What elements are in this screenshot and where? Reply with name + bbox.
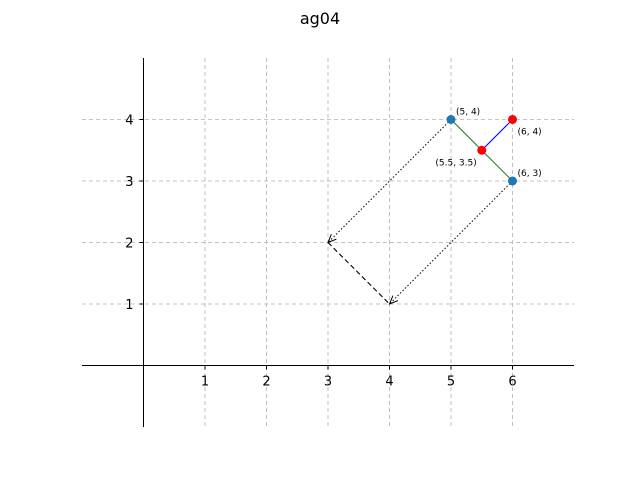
x-tick-label: 4 bbox=[385, 375, 393, 390]
data-point bbox=[446, 115, 456, 124]
segment-line bbox=[327, 242, 390, 305]
arrow-line bbox=[327, 119, 452, 243]
arrow-head bbox=[327, 233, 337, 244]
y-tick-label: 1 bbox=[125, 298, 133, 313]
x-tick-label: 6 bbox=[508, 375, 516, 390]
data-point bbox=[508, 115, 517, 124]
y-tick-label: 3 bbox=[125, 175, 133, 190]
point-label: (5.5, 3.5) bbox=[435, 158, 476, 168]
point-labels: (5, 4) (6, 3) (5.5, 3.5) (6, 4) bbox=[435, 108, 541, 180]
data-point bbox=[508, 176, 517, 186]
x-tick-label: 5 bbox=[447, 375, 455, 390]
point-label: (6, 3) bbox=[518, 169, 542, 179]
y-tick-label: 2 bbox=[125, 237, 133, 252]
x-tick-label: 3 bbox=[324, 375, 332, 390]
point-label: (5, 4) bbox=[456, 108, 480, 118]
point-label: (6, 4) bbox=[518, 128, 542, 138]
y-tick-label: 4 bbox=[125, 114, 133, 129]
points bbox=[446, 115, 517, 186]
data-point bbox=[477, 145, 487, 155]
segment-line bbox=[481, 119, 513, 151]
x-tick-label: 1 bbox=[201, 375, 209, 390]
arrow-line bbox=[389, 180, 513, 305]
axes bbox=[82, 58, 574, 427]
chart-title: ag04 bbox=[300, 9, 340, 28]
arrows bbox=[327, 119, 513, 305]
x-tick-label: 2 bbox=[262, 375, 270, 390]
tick-labels: 1 2 3 4 5 6 1 2 3 4 bbox=[125, 114, 516, 390]
arrow-head bbox=[388, 295, 399, 305]
